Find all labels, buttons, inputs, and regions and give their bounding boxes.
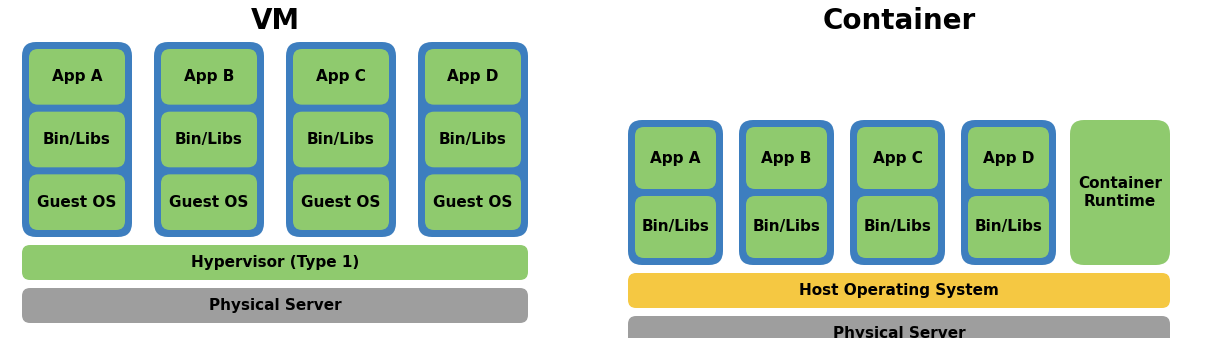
Text: App C: App C — [316, 69, 365, 84]
FancyBboxPatch shape — [968, 196, 1049, 258]
FancyBboxPatch shape — [857, 196, 938, 258]
FancyBboxPatch shape — [961, 120, 1056, 265]
FancyBboxPatch shape — [1070, 120, 1170, 265]
FancyBboxPatch shape — [22, 42, 131, 237]
Text: Container: Container — [822, 7, 976, 35]
FancyBboxPatch shape — [747, 196, 827, 258]
Text: Bin/Libs: Bin/Libs — [753, 219, 820, 235]
FancyBboxPatch shape — [968, 127, 1049, 189]
Text: App A: App A — [650, 150, 701, 166]
FancyBboxPatch shape — [636, 127, 716, 189]
Text: Container
Runtime: Container Runtime — [1078, 176, 1163, 209]
Text: VM: VM — [251, 7, 299, 35]
FancyBboxPatch shape — [739, 120, 835, 265]
FancyBboxPatch shape — [850, 120, 946, 265]
FancyBboxPatch shape — [293, 174, 390, 230]
Text: App B: App B — [183, 69, 234, 84]
FancyBboxPatch shape — [154, 42, 264, 237]
Text: Guest OS: Guest OS — [37, 195, 117, 210]
FancyBboxPatch shape — [22, 288, 528, 323]
Text: Bin/Libs: Bin/Libs — [43, 132, 111, 147]
FancyBboxPatch shape — [293, 112, 390, 167]
Text: Physical Server: Physical Server — [209, 298, 341, 313]
Text: Bin/Libs: Bin/Libs — [308, 132, 375, 147]
FancyBboxPatch shape — [636, 196, 716, 258]
FancyBboxPatch shape — [425, 49, 521, 105]
Text: Bin/Libs: Bin/Libs — [863, 219, 931, 235]
FancyBboxPatch shape — [286, 42, 396, 237]
FancyBboxPatch shape — [628, 273, 1170, 308]
FancyBboxPatch shape — [857, 127, 938, 189]
Text: Guest OS: Guest OS — [302, 195, 381, 210]
FancyBboxPatch shape — [418, 42, 528, 237]
FancyBboxPatch shape — [160, 49, 257, 105]
FancyBboxPatch shape — [29, 112, 125, 167]
Text: Hypervisor (Type 1): Hypervisor (Type 1) — [191, 255, 359, 270]
Text: App D: App D — [983, 150, 1035, 166]
FancyBboxPatch shape — [628, 316, 1170, 338]
Text: App C: App C — [873, 150, 923, 166]
FancyBboxPatch shape — [160, 112, 257, 167]
Text: Bin/Libs: Bin/Libs — [175, 132, 242, 147]
Text: Physical Server: Physical Server — [832, 326, 965, 338]
Text: App A: App A — [52, 69, 103, 84]
Text: Bin/Libs: Bin/Libs — [974, 219, 1042, 235]
Text: App D: App D — [447, 69, 499, 84]
FancyBboxPatch shape — [22, 245, 528, 280]
Text: Guest OS: Guest OS — [433, 195, 513, 210]
Text: Guest OS: Guest OS — [169, 195, 248, 210]
FancyBboxPatch shape — [29, 174, 125, 230]
FancyBboxPatch shape — [425, 174, 521, 230]
Text: Host Operating System: Host Operating System — [800, 283, 999, 298]
Text: Bin/Libs: Bin/Libs — [439, 132, 507, 147]
FancyBboxPatch shape — [747, 127, 827, 189]
FancyBboxPatch shape — [425, 112, 521, 167]
Text: App B: App B — [761, 150, 812, 166]
FancyBboxPatch shape — [628, 120, 724, 265]
FancyBboxPatch shape — [29, 49, 125, 105]
FancyBboxPatch shape — [293, 49, 390, 105]
Text: Bin/Libs: Bin/Libs — [642, 219, 709, 235]
FancyBboxPatch shape — [160, 174, 257, 230]
